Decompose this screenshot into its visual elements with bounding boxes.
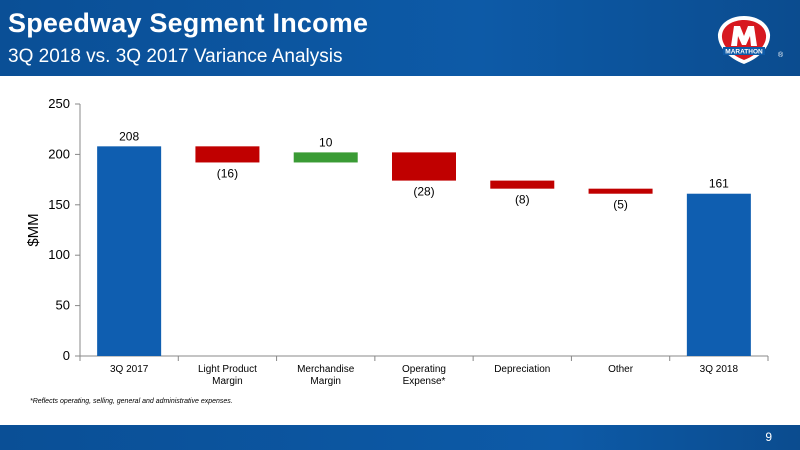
x-category-label: Margin [310, 376, 341, 387]
y-tick-label: 250 [48, 96, 70, 111]
data-label: (28) [413, 185, 434, 199]
bar-0 [97, 146, 162, 356]
bar-4 [490, 180, 555, 189]
slide-title: Speedway Segment Income [8, 8, 369, 38]
chart-data-labels: 208 (16) 10 (28) (8) (5) 161 [119, 129, 729, 211]
slide-footer: 9 [0, 425, 800, 450]
y-tick-label: 50 [56, 298, 70, 313]
x-category-label: Light Product [198, 364, 257, 375]
x-category-label: Margin [212, 376, 243, 387]
x-category-label: Depreciation [494, 364, 550, 375]
x-category-label: 3Q 2018 [700, 364, 739, 375]
marathon-logo: MARATHON [717, 16, 771, 64]
data-label: (8) [515, 193, 530, 207]
bar-3 [392, 152, 456, 181]
x-category-label: 3Q 2017 [110, 364, 149, 375]
bar-1 [195, 146, 260, 163]
bar-6 [686, 193, 751, 356]
slide-subtitle: 3Q 2018 vs. 3Q 2017 Variance Analysis [8, 46, 343, 67]
data-label: 161 [709, 177, 729, 191]
page-number: 9 [765, 430, 772, 444]
y-tick-label: 150 [48, 197, 70, 212]
bar-5 [588, 188, 653, 194]
chart-bars [97, 146, 751, 356]
y-tick-label: 200 [48, 146, 70, 161]
x-category-label: Merchandise [297, 364, 355, 375]
x-category-label: Expense* [403, 376, 446, 387]
data-label: (16) [217, 166, 238, 180]
data-label: 10 [319, 135, 333, 149]
y-axis-title: $MM [25, 213, 42, 246]
x-category-label: Other [608, 364, 634, 375]
data-label: (5) [613, 198, 628, 212]
bar-2 [293, 152, 358, 163]
registered-mark: ® [778, 52, 784, 59]
footnote: *Reflects operating, selling, general an… [30, 398, 233, 405]
y-tick-label: 0 [63, 348, 70, 363]
y-tick-label: 100 [48, 247, 70, 262]
logo-wordmark: MARATHON [725, 49, 763, 56]
slide-header: Speedway Segment Income 3Q 2018 vs. 3Q 2… [0, 0, 800, 76]
data-label: 208 [119, 129, 139, 143]
x-category-label: Operating [402, 364, 446, 375]
